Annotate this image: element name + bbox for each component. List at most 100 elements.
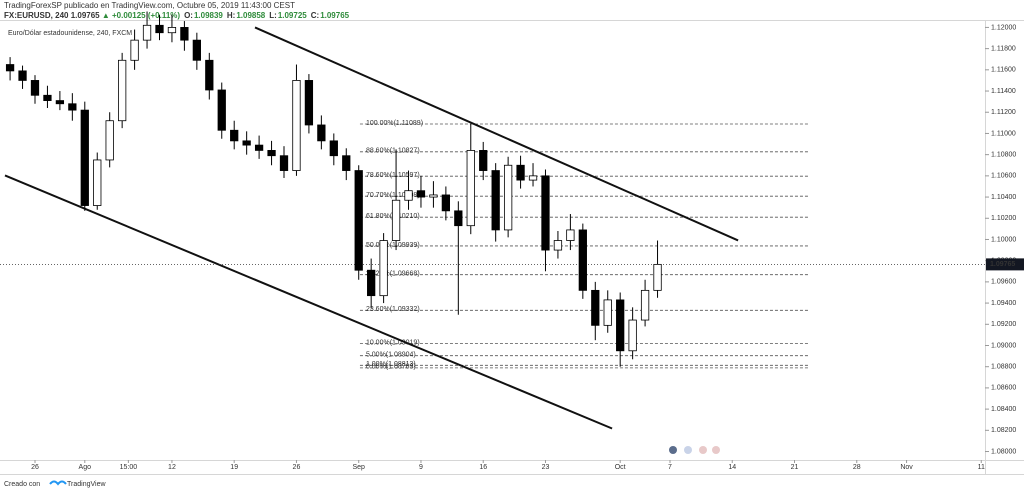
x-tick-label: 12: [168, 464, 176, 471]
x-tick-label: 14: [728, 464, 736, 471]
x-tick-label: 7: [668, 464, 672, 471]
candle-body: [192, 39, 201, 61]
candle-body: [367, 269, 376, 297]
x-tick-label: 26: [31, 464, 39, 471]
y-tick-label: 1.08000: [991, 448, 1016, 455]
candle-body: [267, 150, 276, 157]
x-tick-label: 11: [978, 464, 985, 471]
y-tick-label: 1.10800: [991, 151, 1016, 158]
candle-body: [528, 175, 538, 181]
candle-body: [142, 24, 152, 41]
candle-body: [130, 39, 139, 61]
x-tick-label: Ago: [79, 464, 92, 471]
candle-body: [391, 199, 401, 241]
x-tick-label: 21: [791, 464, 799, 471]
y-tick-label: 1.09200: [991, 321, 1016, 328]
candle-body: [566, 229, 575, 241]
candle-body: [329, 140, 338, 157]
current-price-box: [986, 258, 1024, 271]
y-tick-label: 1.11600: [991, 67, 1016, 74]
candle-body: [516, 164, 525, 181]
current-price-label: 1.09765: [990, 261, 1015, 268]
y-tick-label: 1.11000: [991, 130, 1016, 137]
y-tick-label: 1.11800: [991, 45, 1016, 52]
fib-label: 5.00%(1.08904): [366, 352, 416, 359]
fib-label: 88.60%(1.10827): [366, 148, 420, 155]
y-tick-label: 1.11200: [991, 109, 1016, 116]
brand[interactable]: TradingView: [67, 481, 106, 488]
x-tick-label: 28: [853, 464, 861, 471]
candle-body: [379, 240, 388, 297]
quote-line: FX:EURUSD, 240 1.09765 ▲ +0.00125 (+0.11…: [4, 11, 350, 20]
candle-body: [105, 120, 114, 161]
candle-body: [5, 64, 15, 72]
x-tick-label: Sep: [352, 464, 365, 471]
x-tick-label: Oct: [615, 464, 626, 471]
candle-body: [167, 27, 177, 34]
candle-body: [292, 80, 301, 171]
x-tick-label: 15:00: [120, 464, 138, 471]
candle-body: [653, 263, 662, 291]
quote-value: 1.09858: [236, 11, 265, 20]
candle-body: [180, 27, 189, 41]
candle-body: [479, 150, 488, 171]
candle-body: [416, 190, 426, 198]
candle-body: [30, 80, 40, 96]
candle-body: [578, 229, 587, 291]
candle-body: [640, 289, 650, 321]
y-tick-label: 1.08200: [991, 427, 1016, 434]
symbol: FX:EURUSD, 240: [4, 11, 69, 20]
quote-label: O:: [184, 11, 193, 20]
x-tick-label: 9: [419, 464, 423, 471]
fib-label: 100.00%(1.11089): [366, 120, 423, 127]
y-tick-label: 1.10200: [991, 215, 1016, 222]
candle-body: [155, 24, 164, 34]
candle-body: [404, 190, 413, 201]
candle-body: [553, 240, 563, 251]
candle-body: [68, 103, 77, 111]
y-tick-label: 1.09400: [991, 300, 1016, 307]
candle-body: [603, 299, 612, 326]
candle-body: [230, 129, 239, 142]
x-tick-label: 23: [542, 464, 550, 471]
candle-body: [18, 70, 27, 81]
event-icon: [699, 446, 707, 454]
event-icon: [712, 446, 720, 454]
y-tick-label: 1.09600: [991, 279, 1016, 286]
candle-body: [217, 89, 226, 131]
brand-logo: [49, 480, 67, 486]
fib-label: 0.00%(1.08789): [366, 364, 416, 371]
candle-body: [118, 59, 127, 122]
y-tick-label: 1.10400: [991, 194, 1016, 201]
trend-line: [254, 26, 739, 242]
candle-body: [317, 124, 326, 142]
quote-value: 1.09765: [320, 11, 349, 20]
candle-body: [491, 170, 500, 231]
quote-label: C:: [311, 11, 319, 20]
fib-label: 10.00%(1.09019): [366, 339, 420, 346]
chart-title: TradingForexSP publicado en TradingView.…: [4, 1, 295, 10]
candle-body: [628, 319, 637, 352]
fib-label: 1.00%(1.08813): [366, 361, 416, 368]
footer: Creado con: [4, 481, 40, 488]
y-tick-label: 1.08400: [991, 406, 1016, 413]
candle-body: [354, 170, 363, 271]
candle-body: [616, 299, 625, 352]
y-tick-label: 1.10000: [991, 236, 1016, 243]
x-tick-label: 26: [293, 464, 301, 471]
fib-label: 38.20%(1.09668): [366, 271, 420, 278]
event-icons: [669, 446, 720, 454]
y-tick-label: 1.09000: [991, 342, 1016, 349]
y-tick-label: 1.11400: [991, 88, 1016, 95]
event-icon: [669, 446, 677, 454]
quote-label: H:: [227, 11, 235, 20]
candle-body: [242, 140, 251, 146]
candle-body: [55, 100, 65, 105]
candle-body: [93, 159, 102, 206]
y-tick-label: 1.10600: [991, 173, 1016, 180]
fib-label: 50.00%(1.09939): [366, 242, 420, 249]
quote-value: 1.09725: [278, 11, 307, 20]
y-tick-label: 1.08800: [991, 364, 1016, 371]
